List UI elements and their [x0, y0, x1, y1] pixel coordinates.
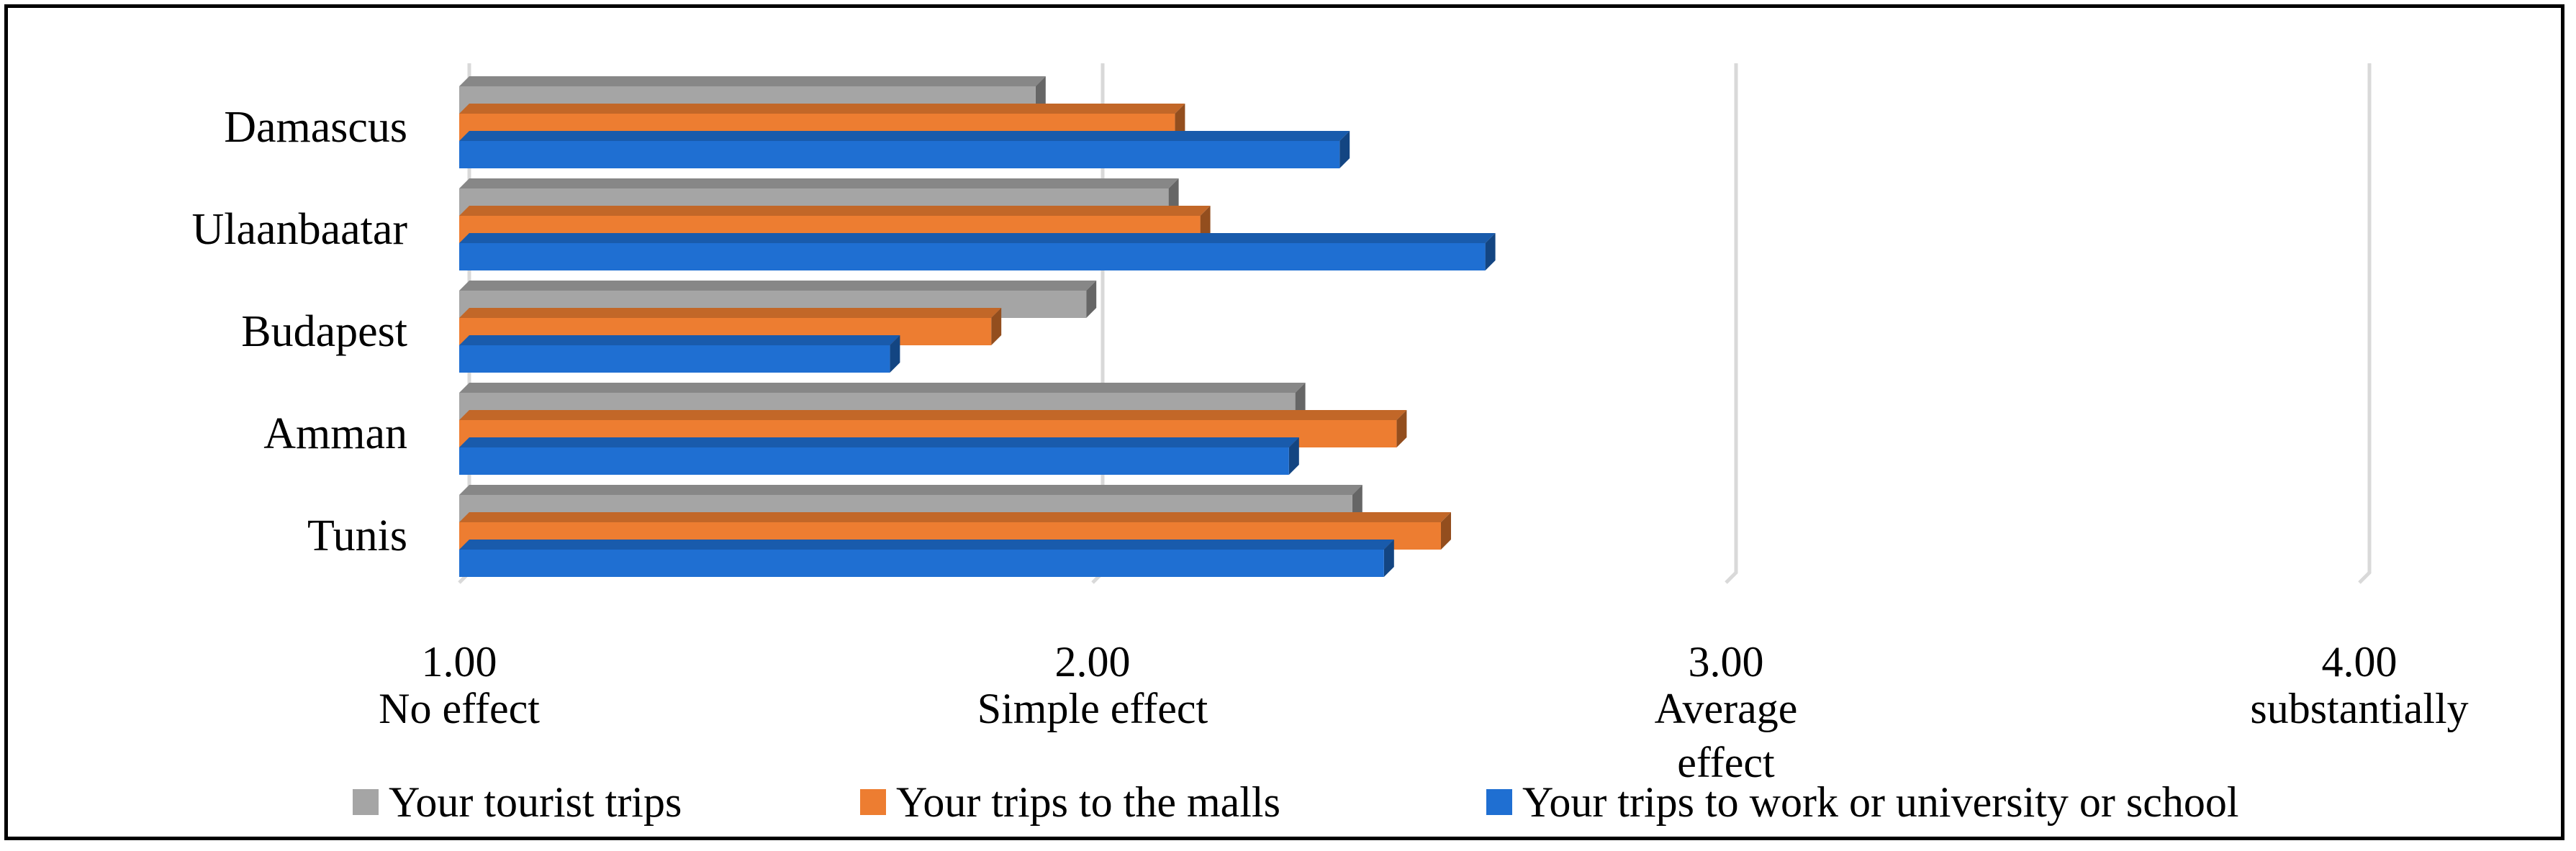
tick-sublabel-3-0: substantially [2250, 685, 2468, 732]
tick-sublabel-2-1: effect [1677, 739, 1775, 786]
bar-ulaanbaatar-series-2 [459, 233, 1496, 270]
tick-sublabel-2-0: Average [1655, 685, 1798, 732]
legend-swatch-0 [353, 789, 379, 815]
tick-label-2: 3.00 [1689, 638, 1764, 686]
category-label-amman: Amman [263, 409, 407, 458]
legend-item-0: Your tourist trips [353, 778, 682, 826]
tick-label-3: 4.00 [2322, 638, 2398, 686]
legend-swatch-2 [1486, 789, 1512, 815]
legend: Your tourist trips Your trips to the mall… [353, 778, 2239, 826]
category-labels: Damascus Ulaanbaatar Budapest Amman Tunis [192, 103, 408, 560]
category-label-damascus: Damascus [224, 103, 407, 152]
legend-label-2: Your trips to work or university or scho… [1522, 778, 2239, 826]
bars [459, 76, 1496, 577]
category-label-ulaanbaatar: Ulaanbaatar [192, 205, 408, 254]
gridline-3 [2358, 63, 2372, 584]
legend-swatch-1 [860, 789, 886, 815]
legend-label-0: Your tourist trips [389, 778, 682, 826]
tick-sublabel-1-0: Simple effect [977, 685, 1208, 732]
tick-sublabel-0-0: No effect [379, 685, 540, 732]
bar-damascus-series-2 [459, 131, 1350, 168]
bar-budapest-series-2 [459, 335, 900, 373]
bar-tunis-series-2 [459, 540, 1394, 577]
gridline-2 [1725, 63, 1738, 584]
tick-label-0: 1.00 [422, 638, 497, 686]
tick-label-1: 2.00 [1055, 638, 1131, 686]
legend-item-1: Your trips to the malls [860, 778, 1280, 826]
bar-amman-series-2 [459, 437, 1299, 475]
category-label-budapest: Budapest [241, 307, 407, 356]
category-label-tunis: Tunis [307, 511, 407, 560]
legend-item-2: Your trips to work or university or scho… [1486, 778, 2239, 826]
legend-label-1: Your trips to the malls [896, 778, 1280, 826]
